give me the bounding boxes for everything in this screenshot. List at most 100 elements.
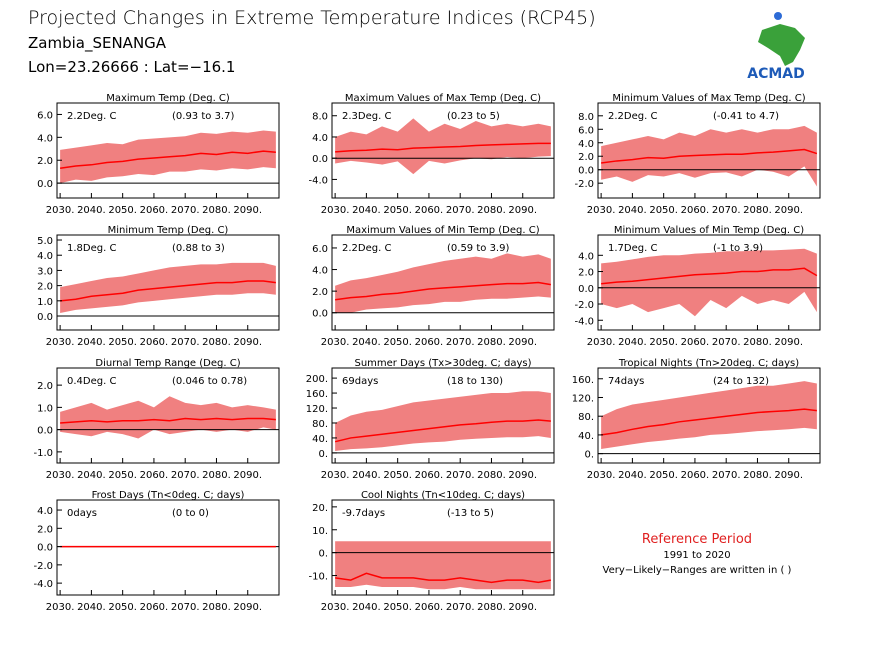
y-tick-label: 8.0 — [312, 112, 328, 123]
x-tick-label: 2090. — [508, 337, 537, 348]
panel: 0.0 2.0 4.0 6.0 2030. 2040. 2050. 2060. 2070. 208… — [37, 93, 280, 216]
x-tick-label: 2070. — [446, 470, 475, 481]
y-tick-label: 6.0 — [578, 125, 594, 136]
median-line — [334, 419, 551, 443]
y-tick-label: -10. — [308, 572, 328, 583]
annotation-range: (-13 to 5) — [447, 508, 494, 519]
range-band — [335, 118, 551, 175]
x-tick-label: 2030. — [46, 205, 75, 216]
y-tick-label: 0.0 — [37, 426, 53, 437]
y-tick-label: 80. — [578, 412, 594, 423]
logo: ACMAD — [747, 12, 805, 82]
x-tick-label: 2090. — [508, 602, 537, 613]
annotation-value: 0days — [67, 508, 97, 519]
panel-title: Diurnal Temp Range (Deg. C) — [95, 358, 240, 369]
y-tick-label: 0.0 — [312, 154, 328, 165]
logo-map — [758, 24, 805, 66]
x-tick-label: 2080. — [202, 602, 231, 613]
x-tick-label: 2070. — [712, 205, 741, 216]
x-tick-label: 2060. — [681, 337, 710, 348]
location: Lon=23.26666 : Lat=−16.1 — [28, 58, 235, 76]
annotation-range: (0.59 to 3.9) — [447, 243, 509, 254]
x-tick-label: 2060. — [681, 205, 710, 216]
y-tick-label: 2.0 — [578, 268, 594, 279]
y-tick-label: 5.0 — [37, 236, 53, 247]
y-tick-label: 0. — [318, 449, 328, 460]
y-tick-label: -2.0 — [574, 300, 594, 311]
annotation-value: 2.3Deg. C — [342, 111, 391, 122]
y-tick-label: 4.0 — [578, 251, 594, 262]
y-tick-label: 0.0 — [578, 284, 594, 295]
y-tick-label: 8.0 — [578, 112, 594, 123]
median-line — [60, 150, 276, 169]
y-tick-label: 0. — [584, 450, 594, 461]
panel: 0.0 2.0 4.0 6.0 2030. 2040. 2050. 2060. 2070. 208… — [312, 225, 555, 348]
annotation-range: (0.23 to 5) — [447, 111, 500, 122]
annotation-value: 2.2Deg. C — [608, 111, 657, 122]
frame — [331, 499, 555, 596]
annotation-value: 0.4Deg. C — [67, 376, 116, 387]
y-tick-label: 2.0 — [37, 381, 53, 392]
panel-title: Frost Days (Tn<0deg. C; days) — [92, 490, 245, 501]
panel-title: Maximum Values of Min Temp (Deg. C) — [346, 225, 539, 236]
x-tick-label: 2080. — [202, 337, 231, 348]
x-tick-label: 2070. — [171, 602, 200, 613]
y-tick-label: 40. — [578, 431, 594, 442]
x-tick-label: 2050. — [383, 470, 412, 481]
y-tick-label: 6.0 — [37, 110, 53, 121]
x-tick-label: 2070. — [446, 205, 475, 216]
frame — [331, 367, 555, 464]
median-line — [335, 142, 551, 153]
y-tick-label: 4.0 — [312, 266, 328, 277]
annotation-range: (-1 to 3.9) — [713, 243, 763, 254]
y-tick-label: 160. — [306, 389, 328, 400]
panel: -4.0 -2.0 0.0 2.0 4.0 2030. 2040. 2050. 2060. 207… — [33, 490, 280, 613]
x-tick-label: 2050. — [649, 205, 678, 216]
x-tick-label: 2050. — [383, 602, 412, 613]
x-tick-label: 2030. — [321, 337, 350, 348]
frame — [56, 234, 280, 331]
x-tick-label: 2050. — [649, 470, 678, 481]
x-tick-label: 2070. — [446, 337, 475, 348]
x-tick-label: 2090. — [233, 205, 262, 216]
x-tick-label: 2090. — [508, 205, 537, 216]
panel-title: Maximum Values of Max Temp (Deg. C) — [345, 93, 541, 104]
x-tick-label: 2070. — [171, 337, 200, 348]
y-tick-label: -1.0 — [33, 448, 53, 459]
x-tick-label: 2060. — [415, 205, 444, 216]
annotation-range: (24 to 132) — [713, 376, 769, 387]
x-tick-label: 2030. — [587, 205, 616, 216]
x-tick-label: 2050. — [649, 337, 678, 348]
panel-title: Minimum Temp (Deg. C) — [108, 225, 229, 236]
x-tick-label: 2040. — [618, 470, 647, 481]
range-band — [335, 253, 551, 313]
x-tick-label: 2060. — [681, 470, 710, 481]
x-tick-label: 2070. — [171, 205, 200, 216]
y-tick-label: -4.0 — [33, 579, 53, 590]
x-tick-label: 2030. — [321, 602, 350, 613]
y-tick-label: 3.0 — [37, 266, 53, 277]
median-line — [335, 572, 552, 584]
x-tick-label: 2080. — [202, 205, 231, 216]
x-tick-label: 2050. — [383, 205, 412, 216]
x-tick-label: 2080. — [743, 337, 772, 348]
x-tick-label: 2030. — [46, 602, 75, 613]
x-tick-label: 2040. — [352, 337, 381, 348]
annotation-range: (18 to 130) — [447, 376, 503, 387]
x-tick-label: 2050. — [108, 470, 137, 481]
x-tick-label: 2080. — [477, 205, 506, 216]
y-tick-label: 40. — [312, 434, 328, 445]
x-tick-label: 2040. — [618, 205, 647, 216]
frame — [331, 234, 555, 331]
x-tick-label: 2030. — [587, 337, 616, 348]
median-line — [601, 408, 817, 436]
x-tick-label: 2060. — [415, 470, 444, 481]
annotation-value: 2.2Deg. C — [342, 243, 391, 254]
y-tick-label: 4.0 — [578, 139, 594, 150]
y-tick-label: 2.0 — [578, 152, 594, 163]
annotation-value: 69days — [342, 376, 378, 387]
x-tick-label: 2090. — [233, 337, 262, 348]
x-tick-label: 2040. — [352, 470, 381, 481]
